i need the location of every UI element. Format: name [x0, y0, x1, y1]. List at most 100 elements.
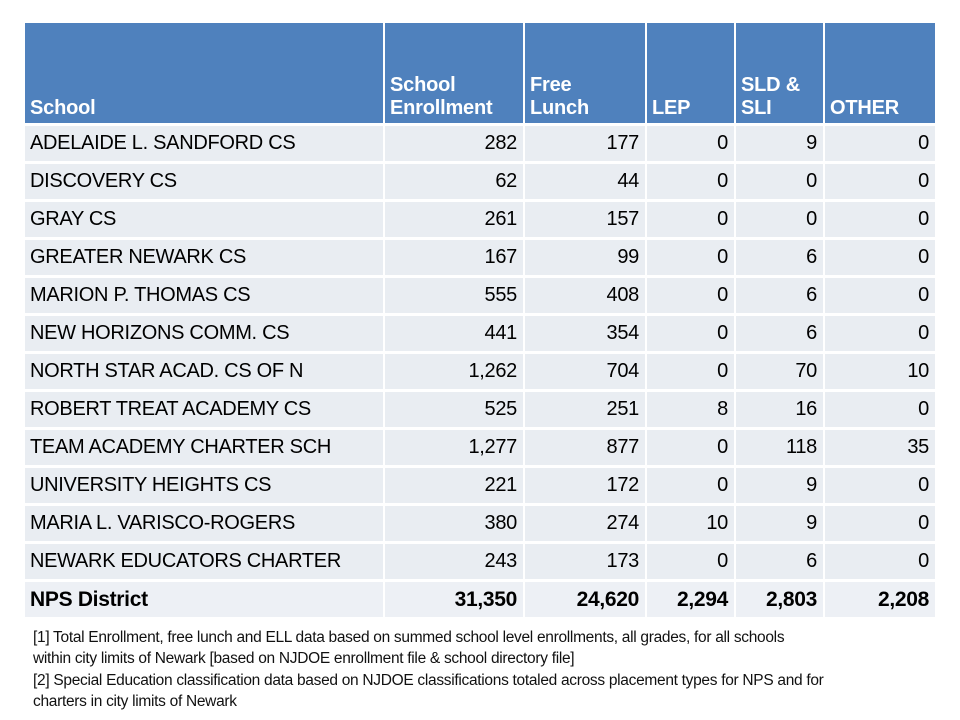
value-cell: 0	[736, 202, 825, 240]
footnote-1: [1] Total Enrollment, free lunch and ELL…	[33, 629, 785, 667]
school-cell: NORTH STAR ACAD. CS OF N	[25, 354, 385, 392]
table-row: GRAY CS 261 157 0 0 0	[25, 202, 937, 240]
value-cell: 10	[647, 506, 736, 544]
value-cell: 0	[825, 240, 937, 278]
value-cell: 172	[525, 468, 647, 506]
value-cell: 9	[736, 126, 825, 164]
table-row: MARION P. THOMAS CS 555 408 0 6 0	[25, 278, 937, 316]
value-cell: 173	[525, 544, 647, 582]
school-cell: DISCOVERY CS	[25, 164, 385, 202]
value-cell: 6	[736, 240, 825, 278]
school-cell: GREATER NEWARK CS	[25, 240, 385, 278]
school-cell: TEAM ACADEMY CHARTER SCH	[25, 430, 385, 468]
value-cell: 2,803	[736, 582, 825, 620]
school-cell: MARION P. THOMAS CS	[25, 278, 385, 316]
value-cell: 0	[825, 468, 937, 506]
value-cell: 6	[736, 278, 825, 316]
value-cell: 1,277	[385, 430, 525, 468]
value-cell: 0	[825, 392, 937, 430]
school-cell: NPS District	[25, 582, 385, 620]
value-cell: 877	[525, 430, 647, 468]
value-cell: 555	[385, 278, 525, 316]
table-row: MARIA L. VARISCO-ROGERS 380 274 10 9 0	[25, 506, 937, 544]
table-body: ADELAIDE L. SANDFORD CS 282 177 0 9 0 DISCOVER…	[25, 126, 937, 620]
value-cell: 2,208	[825, 582, 937, 620]
value-cell: 0	[647, 316, 736, 354]
value-cell: 0	[825, 126, 937, 164]
value-cell: 0	[647, 164, 736, 202]
school-cell: ADELAIDE L. SANDFORD CS	[25, 126, 385, 164]
value-cell: 525	[385, 392, 525, 430]
table-row: TEAM ACADEMY CHARTER SCH 1,277 877 0 118 35	[25, 430, 937, 468]
value-cell: 0	[647, 354, 736, 392]
table-row: ROBERT TREAT ACADEMY CS 525 251 8 16 0	[25, 392, 937, 430]
value-cell: 99	[525, 240, 647, 278]
value-cell: 31,350	[385, 582, 525, 620]
value-cell: 0	[647, 468, 736, 506]
value-cell: 62	[385, 164, 525, 202]
value-cell: 0	[825, 164, 937, 202]
value-cell: 118	[736, 430, 825, 468]
table-row: ADELAIDE L. SANDFORD CS 282 177 0 9 0	[25, 126, 937, 164]
value-cell: 274	[525, 506, 647, 544]
table-row: GREATER NEWARK CS 167 99 0 6 0	[25, 240, 937, 278]
value-cell: 243	[385, 544, 525, 582]
school-cell: ROBERT TREAT ACADEMY CS	[25, 392, 385, 430]
value-cell: 35	[825, 430, 937, 468]
value-cell: 0	[647, 430, 736, 468]
school-cell: GRAY CS	[25, 202, 385, 240]
value-cell: 0	[825, 316, 937, 354]
footnote-2: [2] Special Education classification dat…	[33, 672, 824, 710]
value-cell: 261	[385, 202, 525, 240]
value-cell: 704	[525, 354, 647, 392]
table-row: NEWARK EDUCATORS CHARTER 243 173 0 6 0	[25, 544, 937, 582]
school-cell: UNIVERSITY HEIGHTS CS	[25, 468, 385, 506]
value-cell: 2,294	[647, 582, 736, 620]
value-cell: 354	[525, 316, 647, 354]
table-header: School School Enrollment Free Lunch LEP …	[25, 23, 937, 126]
value-cell: 0	[647, 126, 736, 164]
value-cell: 0	[647, 240, 736, 278]
school-cell: NEWARK EDUCATORS CHARTER	[25, 544, 385, 582]
value-cell: 70	[736, 354, 825, 392]
column-header-enrollment: School Enrollment	[385, 23, 525, 126]
value-cell: 251	[525, 392, 647, 430]
value-cell: 6	[736, 316, 825, 354]
value-cell: 44	[525, 164, 647, 202]
value-cell: 157	[525, 202, 647, 240]
school-cell: NEW HORIZONS COMM. CS	[25, 316, 385, 354]
table-row: NORTH STAR ACAD. CS OF N 1,262 704 0 70 10	[25, 354, 937, 392]
footnotes: [1] Total Enrollment, free lunch and ELL…	[33, 627, 938, 713]
value-cell: 0	[825, 544, 937, 582]
value-cell: 0	[736, 164, 825, 202]
value-cell: 9	[736, 506, 825, 544]
table-row: UNIVERSITY HEIGHTS CS 221 172 0 9 0	[25, 468, 937, 506]
header-row: School School Enrollment Free Lunch LEP …	[25, 23, 937, 126]
column-header-sld-sli: SLD & SLI	[736, 23, 825, 126]
value-cell: 0	[647, 544, 736, 582]
value-cell: 441	[385, 316, 525, 354]
value-cell: 6	[736, 544, 825, 582]
table-row: NEW HORIZONS COMM. CS 441 354 0 6 0	[25, 316, 937, 354]
table-row: DISCOVERY CS 62 44 0 0 0	[25, 164, 937, 202]
value-cell: 0	[825, 202, 937, 240]
value-cell: 380	[385, 506, 525, 544]
value-cell: 9	[736, 468, 825, 506]
value-cell: 177	[525, 126, 647, 164]
value-cell: 10	[825, 354, 937, 392]
value-cell: 1,262	[385, 354, 525, 392]
value-cell: 282	[385, 126, 525, 164]
value-cell: 24,620	[525, 582, 647, 620]
total-row: NPS District 31,350 24,620 2,294 2,803 2,208	[25, 582, 937, 620]
value-cell: 221	[385, 468, 525, 506]
column-header-lep: LEP	[647, 23, 736, 126]
school-cell: MARIA L. VARISCO-ROGERS	[25, 506, 385, 544]
value-cell: 167	[385, 240, 525, 278]
value-cell: 0	[647, 278, 736, 316]
value-cell: 0	[825, 506, 937, 544]
value-cell: 0	[647, 202, 736, 240]
value-cell: 0	[825, 278, 937, 316]
column-header-free-lunch: Free Lunch	[525, 23, 647, 126]
column-header-school: School	[25, 23, 385, 126]
